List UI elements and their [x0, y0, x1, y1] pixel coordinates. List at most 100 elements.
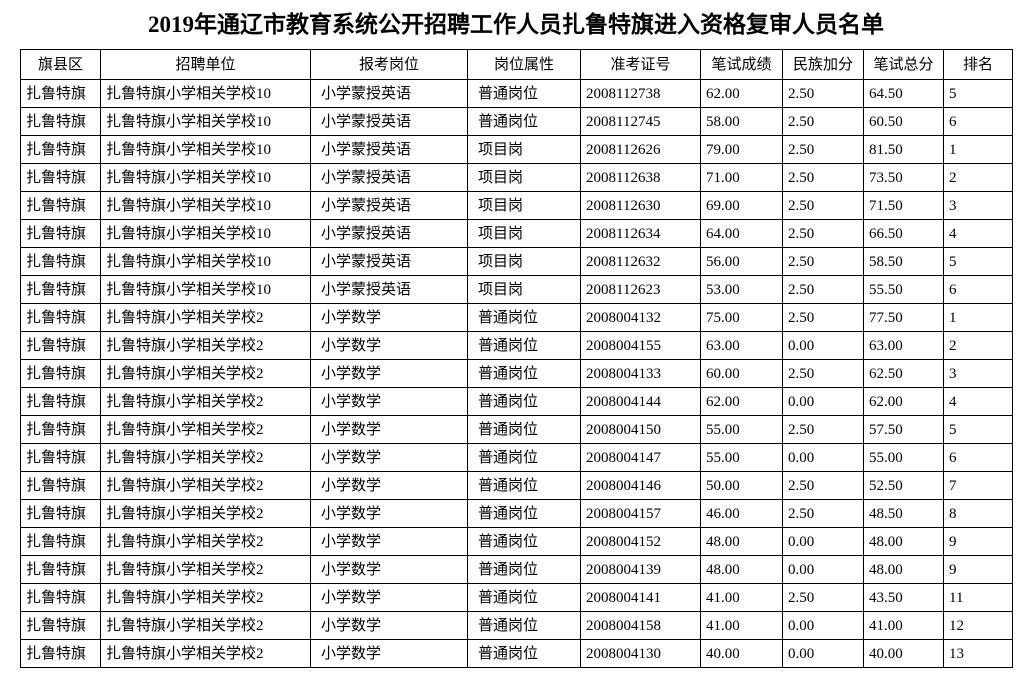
table-header: 旗县区 招聘单位 报考岗位 岗位属性 准考证号 笔试成绩 民族加分 笔试总分 排… — [20, 49, 1013, 80]
cell-post: 小学数学 — [310, 303, 468, 332]
cell-written: 75.00 — [700, 303, 783, 332]
cell-written: 69.00 — [700, 191, 783, 220]
cell-qxq: 扎鲁特旗 — [20, 611, 101, 640]
cell-qxq: 扎鲁特旗 — [20, 247, 101, 276]
cell-qxq: 扎鲁特旗 — [20, 443, 101, 472]
cell-rank: 1 — [943, 135, 1013, 164]
cell-total: 55.00 — [863, 443, 944, 472]
cell-total: 77.50 — [863, 303, 944, 332]
cell-written: 48.00 — [700, 527, 783, 556]
cell-unit: 扎鲁特旗小学相关学校2 — [100, 387, 311, 416]
cell-ticket: 2008004157 — [580, 499, 701, 528]
column-header-written: 笔试成绩 — [700, 49, 783, 80]
cell-qxq: 扎鲁特旗 — [20, 359, 101, 388]
cell-written: 79.00 — [700, 135, 783, 164]
cell-qxq: 扎鲁特旗 — [20, 79, 101, 108]
table-row: 扎鲁特旗 扎鲁特旗小学相关学校10 小学蒙授英语 项目岗 2008112634 64.00… — [20, 219, 1013, 248]
cell-ticket: 2008112745 — [580, 107, 701, 136]
cell-post: 小学数学 — [310, 527, 468, 556]
cell-unit: 扎鲁特旗小学相关学校2 — [100, 527, 311, 556]
cell-unit: 扎鲁特旗小学相关学校10 — [100, 191, 311, 220]
cell-written: 55.00 — [700, 415, 783, 444]
cell-ticket: 2008004158 — [580, 611, 701, 640]
cell-written: 53.00 — [700, 275, 783, 304]
cell-attr: 项目岗 — [467, 219, 581, 248]
cell-qxq: 扎鲁特旗 — [20, 275, 101, 304]
cell-ticket: 2008112623 — [580, 275, 701, 304]
cell-rank: 11 — [943, 583, 1013, 612]
cell-written: 56.00 — [700, 247, 783, 276]
cell-rank: 1 — [943, 303, 1013, 332]
cell-written: 64.00 — [700, 219, 783, 248]
table-row: 扎鲁特旗 扎鲁特旗小学相关学校2 小学数学 普通岗位 2008004158 41.00 0.… — [20, 611, 1013, 640]
cell-written: 41.00 — [700, 583, 783, 612]
cell-attr: 项目岗 — [467, 191, 581, 220]
table-row: 扎鲁特旗 扎鲁特旗小学相关学校2 小学数学 普通岗位 2008004146 50.00 2.… — [20, 471, 1013, 500]
cell-rank: 8 — [943, 499, 1013, 528]
cell-post: 小学数学 — [310, 443, 468, 472]
cell-ticket: 2008004139 — [580, 555, 701, 584]
cell-attr: 普通岗位 — [467, 611, 581, 640]
cell-ticket: 2008004146 — [580, 471, 701, 500]
table-row: 扎鲁特旗 扎鲁特旗小学相关学校2 小学数学 普通岗位 2008004150 55.00 2.… — [20, 415, 1013, 444]
cell-qxq: 扎鲁特旗 — [20, 583, 101, 612]
cell-qxq: 扎鲁特旗 — [20, 331, 101, 360]
cell-attr: 普通岗位 — [467, 331, 581, 360]
cell-total: 43.50 — [863, 583, 944, 612]
cell-post: 小学数学 — [310, 331, 468, 360]
table-row: 扎鲁特旗 扎鲁特旗小学相关学校2 小学数学 普通岗位 2008004133 60.00 2.… — [20, 359, 1013, 388]
cell-post: 小学数学 — [310, 499, 468, 528]
cell-unit: 扎鲁特旗小学相关学校10 — [100, 219, 311, 248]
cell-attr: 普通岗位 — [467, 303, 581, 332]
cell-rank: 6 — [943, 443, 1013, 472]
cell-bonus: 2.50 — [782, 163, 864, 192]
qualification-review-table: 旗县区 招聘单位 报考岗位 岗位属性 准考证号 笔试成绩 民族加分 笔试总分 排… — [20, 49, 1013, 668]
cell-bonus: 2.50 — [782, 359, 864, 388]
cell-bonus: 2.50 — [782, 219, 864, 248]
cell-attr: 普通岗位 — [467, 527, 581, 556]
cell-bonus: 0.00 — [782, 555, 864, 584]
cell-attr: 普通岗位 — [467, 387, 581, 416]
cell-qxq: 扎鲁特旗 — [20, 639, 101, 668]
column-header-post: 报考岗位 — [310, 49, 468, 80]
cell-rank: 13 — [943, 639, 1013, 668]
cell-qxq: 扎鲁特旗 — [20, 499, 101, 528]
cell-ticket: 2008112630 — [580, 191, 701, 220]
cell-bonus: 2.50 — [782, 191, 864, 220]
cell-post: 小学蒙授英语 — [310, 247, 468, 276]
cell-unit: 扎鲁特旗小学相关学校2 — [100, 359, 311, 388]
table-body: 扎鲁特旗 扎鲁特旗小学相关学校10 小学蒙授英语 普通岗位 2008112738 62.0… — [20, 79, 1013, 668]
table-row: 扎鲁特旗 扎鲁特旗小学相关学校2 小学数学 普通岗位 2008004144 62.00 0.… — [20, 387, 1013, 416]
cell-unit: 扎鲁特旗小学相关学校2 — [100, 331, 311, 360]
cell-total: 60.50 — [863, 107, 944, 136]
cell-ticket: 2008004144 — [580, 387, 701, 416]
cell-unit: 扎鲁特旗小学相关学校2 — [100, 611, 311, 640]
column-header-attr: 岗位属性 — [467, 49, 581, 80]
cell-unit: 扎鲁特旗小学相关学校10 — [100, 163, 311, 192]
cell-post: 小学蒙授英语 — [310, 107, 468, 136]
cell-written: 46.00 — [700, 499, 783, 528]
cell-rank: 3 — [943, 191, 1013, 220]
cell-post: 小学蒙授英语 — [310, 163, 468, 192]
cell-rank: 9 — [943, 555, 1013, 584]
cell-bonus: 2.50 — [782, 107, 864, 136]
cell-bonus: 0.00 — [782, 639, 864, 668]
cell-written: 55.00 — [700, 443, 783, 472]
cell-post: 小学蒙授英语 — [310, 135, 468, 164]
cell-qxq: 扎鲁特旗 — [20, 303, 101, 332]
cell-total: 62.00 — [863, 387, 944, 416]
cell-rank: 5 — [943, 247, 1013, 276]
cell-total: 81.50 — [863, 135, 944, 164]
cell-unit: 扎鲁特旗小学相关学校2 — [100, 499, 311, 528]
cell-post: 小学数学 — [310, 415, 468, 444]
cell-bonus: 2.50 — [782, 471, 864, 500]
cell-post: 小学数学 — [310, 387, 468, 416]
cell-attr: 普通岗位 — [467, 415, 581, 444]
cell-ticket: 2008112738 — [580, 79, 701, 108]
table-row: 扎鲁特旗 扎鲁特旗小学相关学校2 小学数学 普通岗位 2008004147 55.00 0.… — [20, 443, 1013, 472]
cell-qxq: 扎鲁特旗 — [20, 107, 101, 136]
column-header-bonus: 民族加分 — [782, 49, 864, 80]
cell-bonus: 2.50 — [782, 499, 864, 528]
cell-written: 62.00 — [700, 79, 783, 108]
